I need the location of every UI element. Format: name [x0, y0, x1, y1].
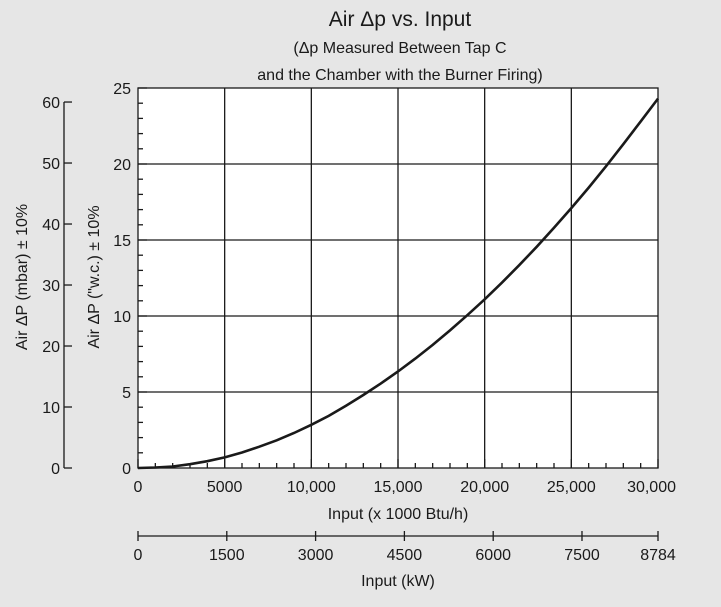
chart-subtitle-line-1: (Δp Measured Between Tap C: [293, 40, 506, 57]
y2-tick-label: 60: [42, 95, 60, 112]
y-tick-label: 25: [113, 81, 131, 98]
x2-tick-label: 6000: [475, 547, 511, 564]
y2-tick-label: 0: [51, 461, 60, 478]
x-tick-label: 10,000: [287, 479, 336, 496]
y-axis-ticks: 0 5 10 15 20 25: [113, 81, 131, 478]
y-axis-label: Air ΔP ("w.c.) ± 10%: [86, 205, 103, 348]
y2-tick-label: 40: [42, 217, 60, 234]
chart-title: Air Δp vs. Input: [329, 8, 472, 31]
x-tick-label: 5000: [207, 479, 243, 496]
x2-tick-label: 3000: [298, 547, 334, 564]
x2-axis: 0 1500 3000 4500 6000 7500 8784: [134, 531, 676, 564]
x2-tick-label: 1500: [209, 547, 245, 564]
chart-subtitle-line-2: and the Chamber with the Burner Firing): [257, 67, 542, 84]
y2-axis-label: Air ΔP (mbar) ± 10%: [14, 204, 31, 350]
series-line: [137, 97, 660, 470]
y-tick-label: 5: [122, 385, 131, 402]
y2-tick-label: 20: [42, 339, 60, 356]
y-tick-label: 20: [113, 157, 131, 174]
x-tick-label: 0: [134, 479, 143, 496]
grid: [138, 88, 658, 468]
y2-axis: 0 10 20 30 40 50 60: [42, 95, 72, 478]
x-tick-label: 30,000: [627, 479, 676, 496]
x2-axis-label: Input (kW): [361, 573, 435, 590]
x-axis-label: Input (x 1000 Btu/h): [328, 506, 469, 523]
x2-tick-label: 4500: [387, 547, 423, 564]
x-tick-label: 25,000: [547, 479, 596, 496]
x2-tick-label: 0: [134, 547, 143, 564]
x2-tick-label: 7500: [564, 547, 600, 564]
x-tick-label: 15,000: [374, 479, 423, 496]
x2-tick-label: 8784: [640, 547, 676, 564]
y2-tick-label: 50: [42, 156, 60, 173]
y-tick-label: 15: [113, 233, 131, 250]
y-tick-label: 10: [113, 309, 131, 326]
y-tick-label: 0: [122, 461, 131, 478]
y2-tick-label: 10: [42, 400, 60, 417]
x-tick-label: 20,000: [460, 479, 509, 496]
y2-tick-label: 30: [42, 278, 60, 295]
x-axis-ticks: 0 5000 10,000 15,000 20,000 25,000 30,000: [134, 479, 677, 496]
